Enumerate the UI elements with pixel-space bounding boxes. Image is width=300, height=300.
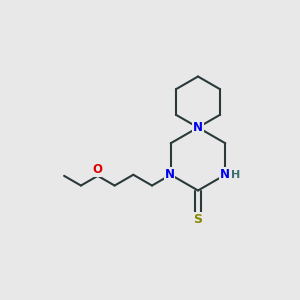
Text: N: N bbox=[164, 168, 175, 181]
Text: O: O bbox=[93, 163, 103, 176]
Text: N: N bbox=[220, 168, 230, 181]
Text: H: H bbox=[231, 170, 240, 180]
Text: N: N bbox=[193, 121, 203, 134]
Text: S: S bbox=[194, 213, 202, 226]
